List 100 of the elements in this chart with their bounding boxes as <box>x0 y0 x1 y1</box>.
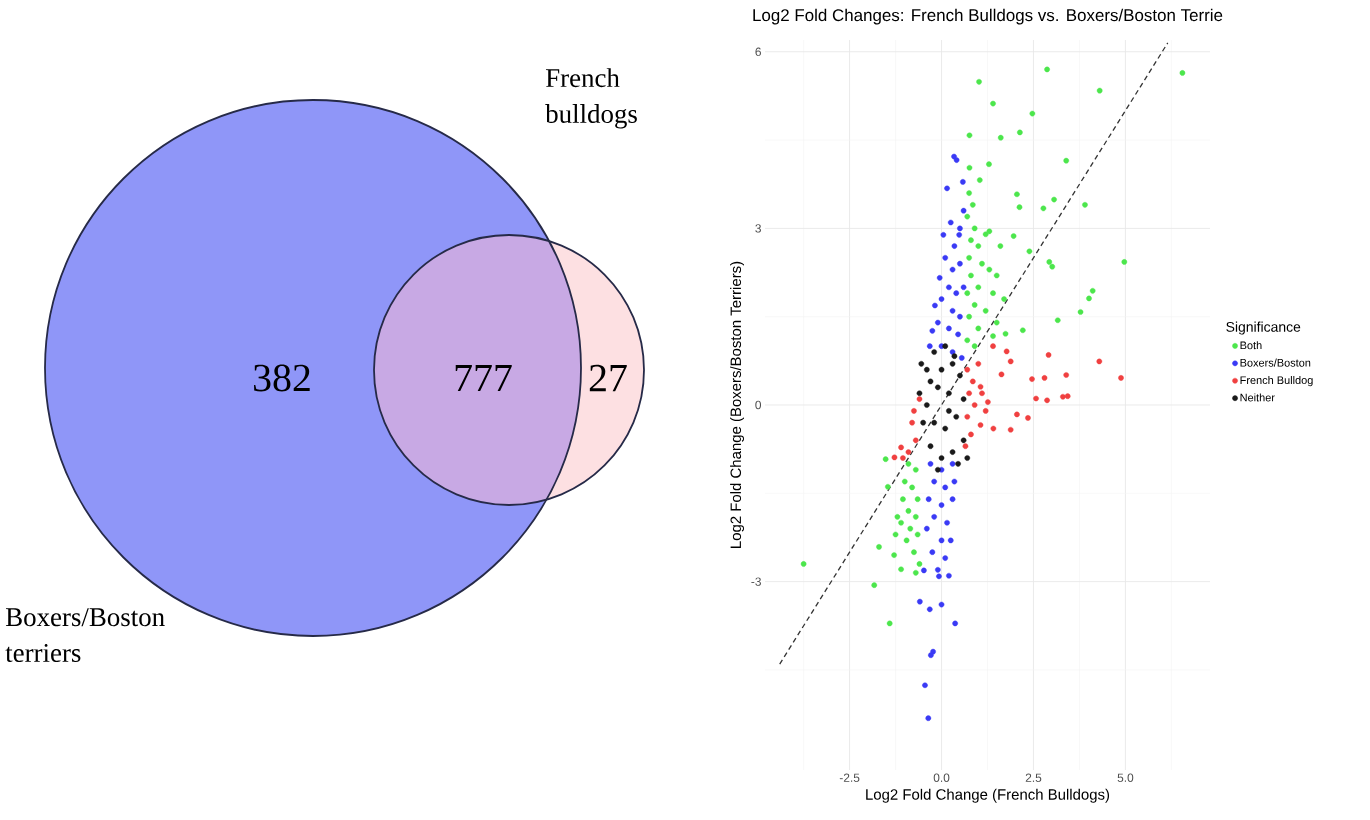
point <box>942 555 949 561</box>
point <box>1033 395 1039 402</box>
point <box>911 408 917 414</box>
point <box>946 390 952 397</box>
point <box>949 461 956 467</box>
point <box>977 422 984 428</box>
point <box>990 425 997 432</box>
point <box>931 514 937 520</box>
point <box>956 232 962 238</box>
point <box>951 478 958 485</box>
point <box>964 413 971 420</box>
point <box>960 396 967 402</box>
point <box>990 343 996 349</box>
point <box>927 443 934 450</box>
point <box>970 378 976 385</box>
point <box>942 255 949 261</box>
point <box>891 454 898 461</box>
point <box>1007 358 1014 365</box>
point <box>927 378 934 385</box>
point <box>968 431 974 438</box>
y-tick-label: 0 <box>755 400 762 410</box>
text: 27 <box>589 364 627 392</box>
point <box>1025 415 1031 421</box>
point <box>1060 393 1066 400</box>
point <box>975 360 982 367</box>
point <box>946 325 952 332</box>
point <box>928 652 934 658</box>
point <box>931 478 937 485</box>
point <box>960 179 966 185</box>
x-tick-label: 0.0 <box>933 773 950 782</box>
point <box>1007 426 1014 433</box>
point <box>947 537 954 544</box>
point <box>998 371 1005 378</box>
point <box>946 572 952 579</box>
point <box>964 455 971 461</box>
text: 777 <box>455 364 512 392</box>
point <box>938 537 945 544</box>
point <box>922 682 928 689</box>
point <box>957 260 963 267</box>
point <box>962 443 969 450</box>
point <box>952 620 958 627</box>
point <box>979 390 985 397</box>
point <box>942 484 949 491</box>
point <box>936 275 943 281</box>
point <box>931 349 937 355</box>
point <box>938 296 945 302</box>
point <box>920 419 926 426</box>
point <box>926 343 933 349</box>
point <box>935 567 941 573</box>
point <box>982 408 989 414</box>
point <box>946 284 952 291</box>
point <box>898 444 904 451</box>
point <box>955 461 961 467</box>
point <box>985 399 991 405</box>
point <box>1029 376 1035 382</box>
point <box>951 153 957 160</box>
point <box>944 185 950 192</box>
point <box>917 598 923 605</box>
legend-label: Both <box>1240 341 1262 350</box>
point <box>1064 393 1071 399</box>
point <box>938 601 945 608</box>
point <box>938 502 945 508</box>
point <box>935 466 941 473</box>
point <box>924 366 930 373</box>
point <box>938 366 945 373</box>
point <box>949 308 956 314</box>
point <box>947 219 954 226</box>
point <box>927 461 934 467</box>
x-tick-label: 2.5 <box>1025 773 1042 782</box>
text: Boxers/Boston terriers <box>5 608 165 663</box>
point <box>951 243 958 249</box>
y-tick-label: 6 <box>755 47 761 56</box>
point <box>921 567 927 574</box>
point <box>1118 375 1124 381</box>
point <box>946 408 952 414</box>
point <box>931 419 937 426</box>
point <box>944 519 950 526</box>
point <box>955 331 961 338</box>
point <box>966 390 972 397</box>
point <box>964 366 971 373</box>
y-axis-title: Log2 Fold Change (Boxers/Boston Terriers) <box>730 261 745 548</box>
point <box>935 384 941 391</box>
point <box>935 319 941 326</box>
point <box>1014 411 1020 418</box>
point <box>900 455 906 461</box>
text: French bulldogs <box>545 68 637 129</box>
point <box>949 266 956 273</box>
point <box>942 425 949 432</box>
x-axis-title: Log2 Fold Change (French Bulldogs) <box>866 788 1110 803</box>
point <box>957 372 963 379</box>
legend-label: French Bulldog <box>1240 376 1313 387</box>
point <box>932 302 938 309</box>
point <box>905 449 912 455</box>
point <box>957 225 963 232</box>
point <box>1096 358 1103 365</box>
point <box>926 606 933 613</box>
point <box>909 419 915 426</box>
point <box>916 390 923 397</box>
x-tick-label: -2.5 <box>839 773 860 782</box>
x-tick-label: 5.0 <box>1117 773 1134 782</box>
